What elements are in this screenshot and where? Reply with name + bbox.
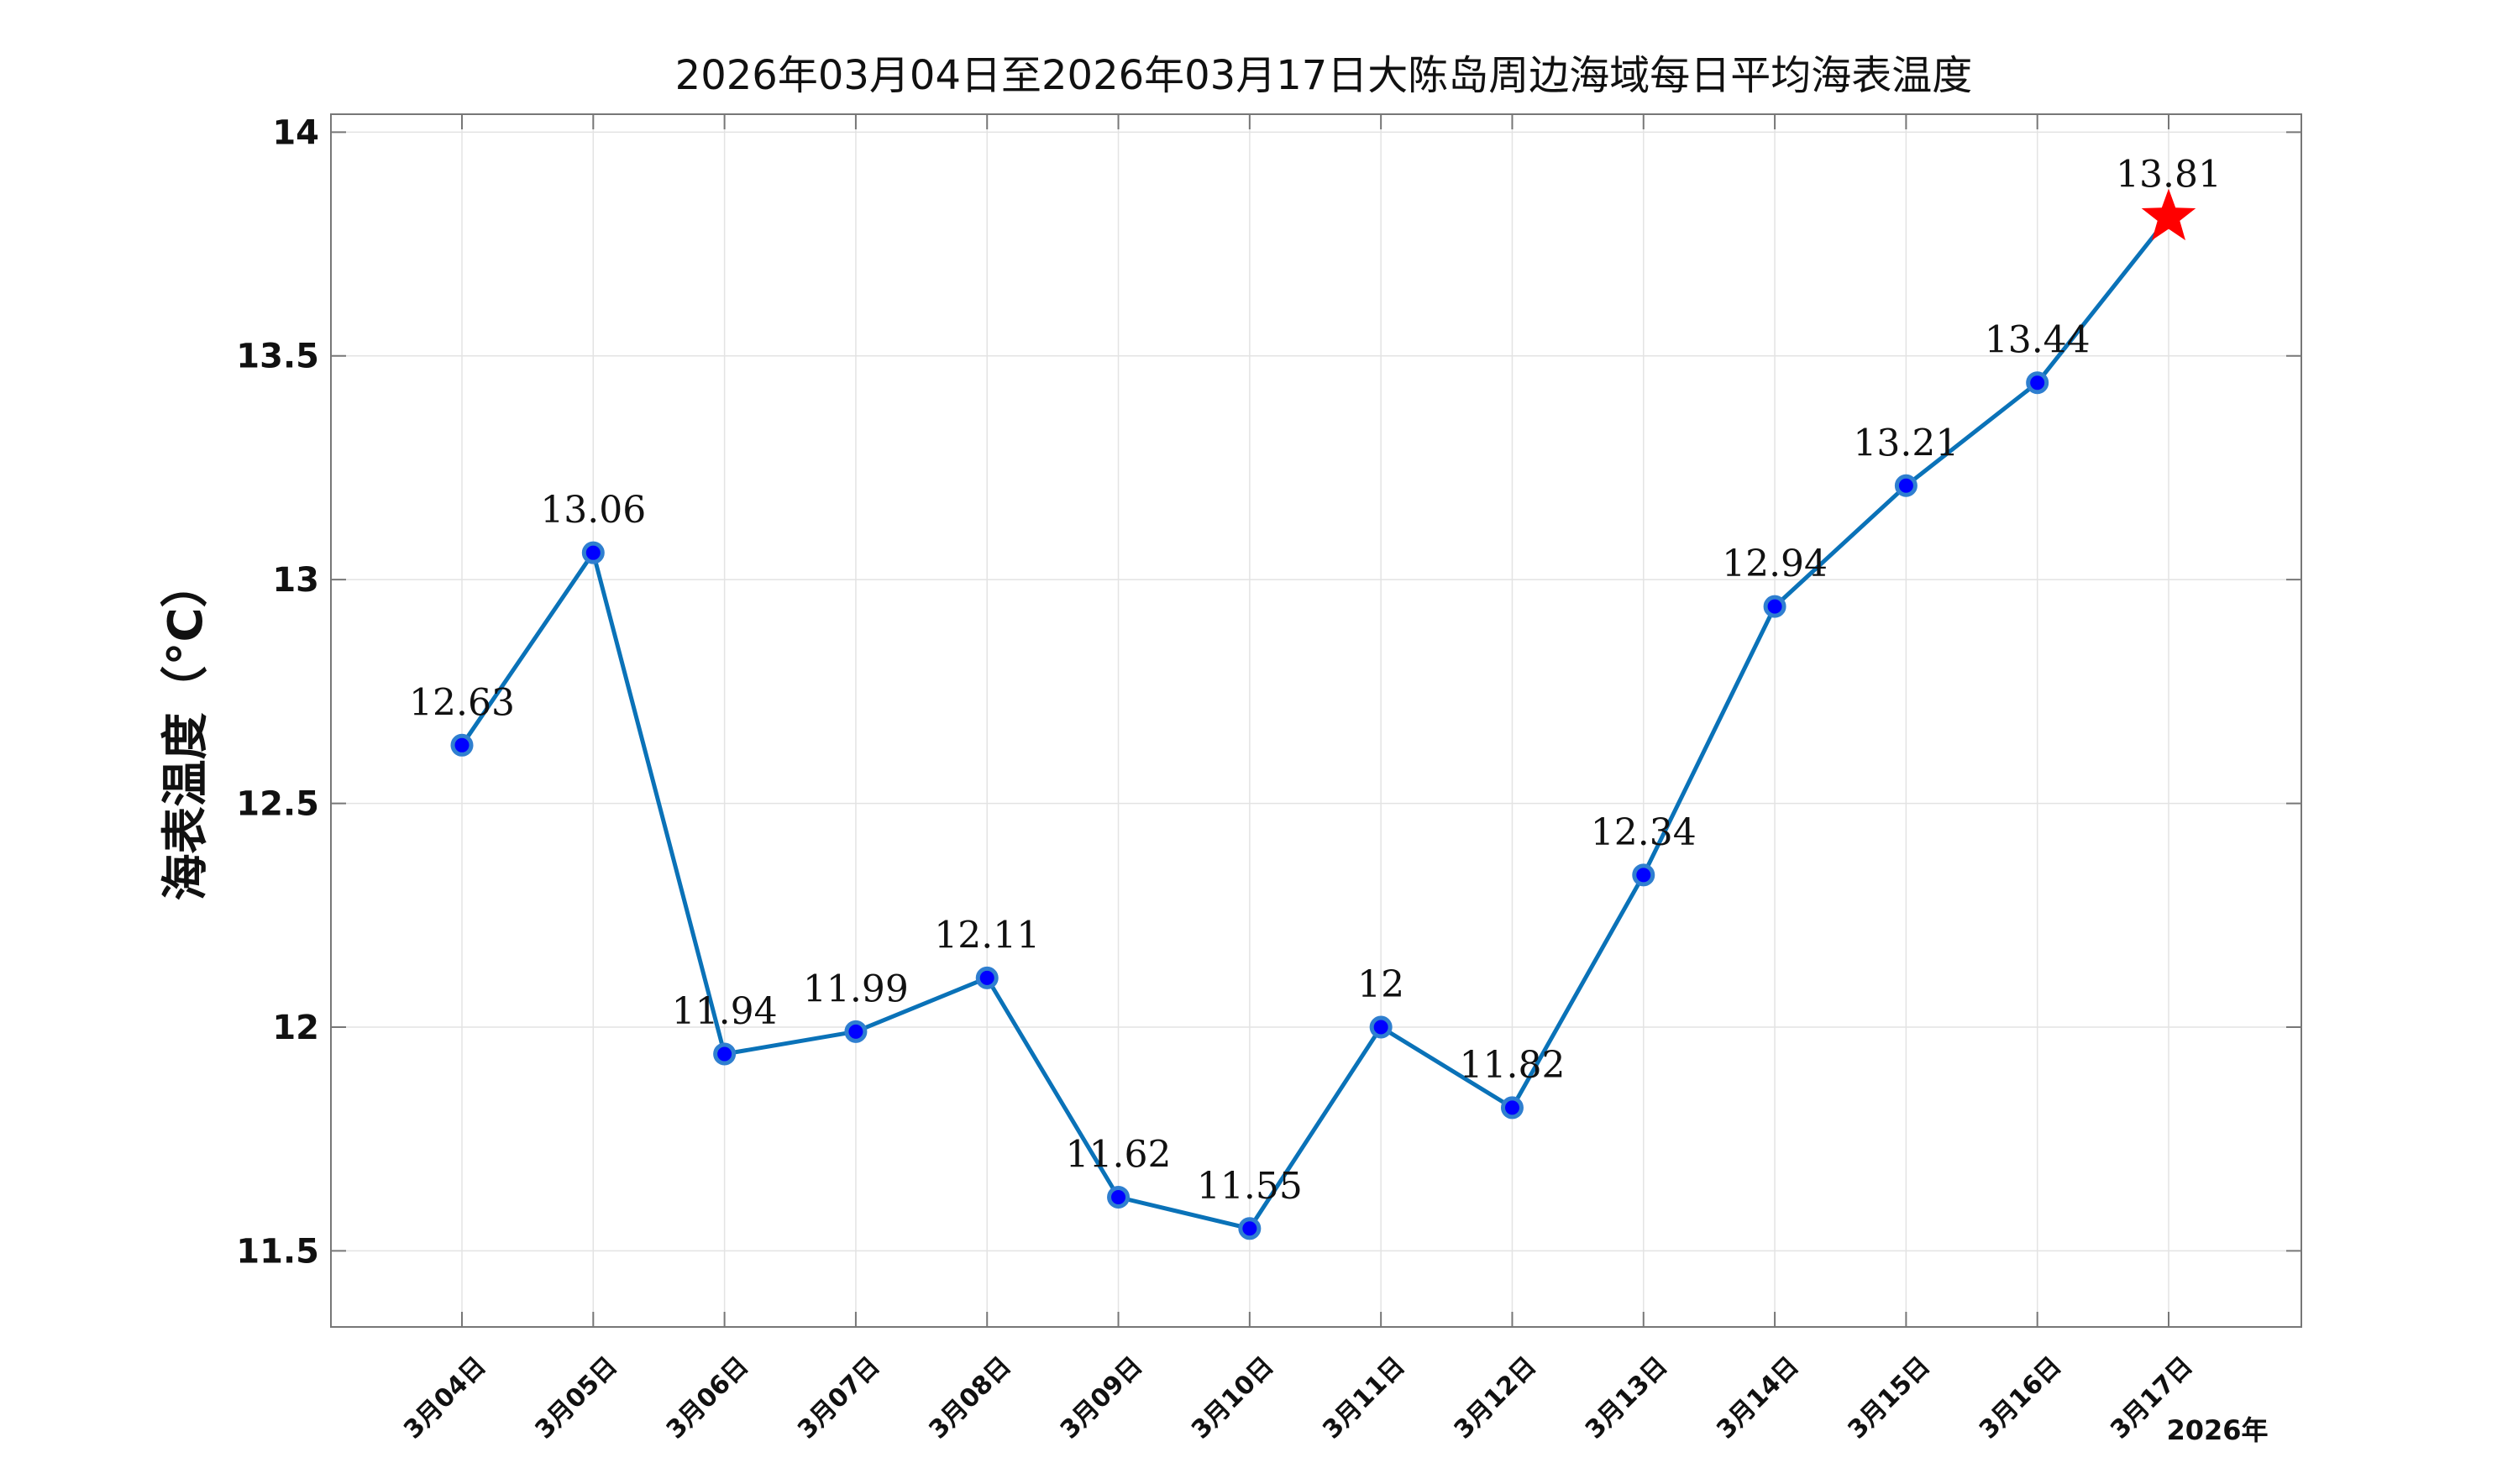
- x-tick-label: 3月04日: [398, 1351, 491, 1445]
- data-point: [581, 541, 605, 564]
- data-point: [1632, 863, 1655, 887]
- series-temperature: 12.63 13.06 11.94 11.99 12.11 11.62 11.55 12 11.…: [409, 154, 2222, 1240]
- x-tick-label: 3月09日: [1055, 1351, 1148, 1445]
- y-tick-label: 12.5: [236, 785, 319, 824]
- x-axis-ticks: 3月04日 3月05日 3月06日 3月07日 3月08日 3月09日 3月10日 3月11日…: [398, 114, 2199, 1445]
- y-tick-label: 14: [272, 113, 319, 152]
- y-axis-label: 海表温度（°C）: [159, 560, 213, 900]
- y-tick-label: 11.5: [236, 1232, 319, 1271]
- x-tick-label: 3月14日: [1711, 1351, 1804, 1445]
- x-tick-label: 3月08日: [923, 1351, 1016, 1445]
- data-point: [844, 1020, 868, 1043]
- x-tick-label: 3月10日: [1186, 1351, 1279, 1445]
- x-tick-label: 3月16日: [1974, 1351, 2067, 1445]
- data-label: 13.21: [1853, 422, 1959, 464]
- data-label: 12: [1357, 963, 1404, 1006]
- data-label: 13.44: [1985, 319, 2091, 362]
- data-point: [975, 966, 999, 989]
- y-tick-label: 13.5: [236, 338, 319, 376]
- data-point: [1369, 1015, 1393, 1039]
- x-axis-year-label: 2026年: [2166, 1414, 2268, 1446]
- data-label: 12.63: [409, 681, 515, 724]
- grid-lines: [331, 114, 2301, 1327]
- data-label: 11.99: [803, 967, 909, 1010]
- data-label: 11.82: [1459, 1044, 1565, 1087]
- data-point: [1107, 1185, 1131, 1209]
- x-tick-label: 3月06日: [661, 1351, 754, 1445]
- x-tick-label: 3月07日: [792, 1351, 885, 1445]
- data-label: 13.06: [540, 489, 646, 532]
- y-axis-ticks: 11.5 12 12.5 13 13.5 14: [236, 113, 2301, 1271]
- series-line: [459, 216, 2170, 1231]
- x-tick-label: 3月12日: [1449, 1351, 1542, 1445]
- y-tick-label: 13: [272, 561, 319, 600]
- data-label: 11.55: [1197, 1165, 1303, 1208]
- data-label: 12.94: [1722, 543, 1828, 585]
- data-label: 11.94: [672, 990, 778, 1033]
- x-tick-label: 3月15日: [1843, 1351, 1936, 1445]
- x-tick-label: 3月13日: [1580, 1351, 1673, 1445]
- data-point: [1763, 595, 1786, 618]
- x-tick-label: 3月11日: [1317, 1351, 1410, 1445]
- data-point: [2026, 371, 2049, 395]
- plot-area-frame: [330, 113, 2302, 1328]
- data-point: [1894, 474, 1918, 497]
- data-point: [450, 733, 474, 757]
- data-label: 12.11: [934, 914, 1040, 957]
- data-point: [1500, 1096, 1524, 1120]
- x-tick-label: 3月05日: [530, 1351, 623, 1445]
- data-label: 12.34: [1591, 811, 1697, 854]
- chart-title: 2026年03月04日至2026年03月17日大陈岛周边海域每日平均海表温度: [675, 52, 1973, 99]
- data-label: 13.81: [2116, 154, 2222, 197]
- y-tick-label: 12: [272, 1009, 319, 1047]
- data-label: 11.62: [1066, 1133, 1172, 1176]
- data-point: [713, 1042, 737, 1066]
- data-point: [1238, 1217, 1262, 1240]
- data-point-star: [2141, 188, 2196, 241]
